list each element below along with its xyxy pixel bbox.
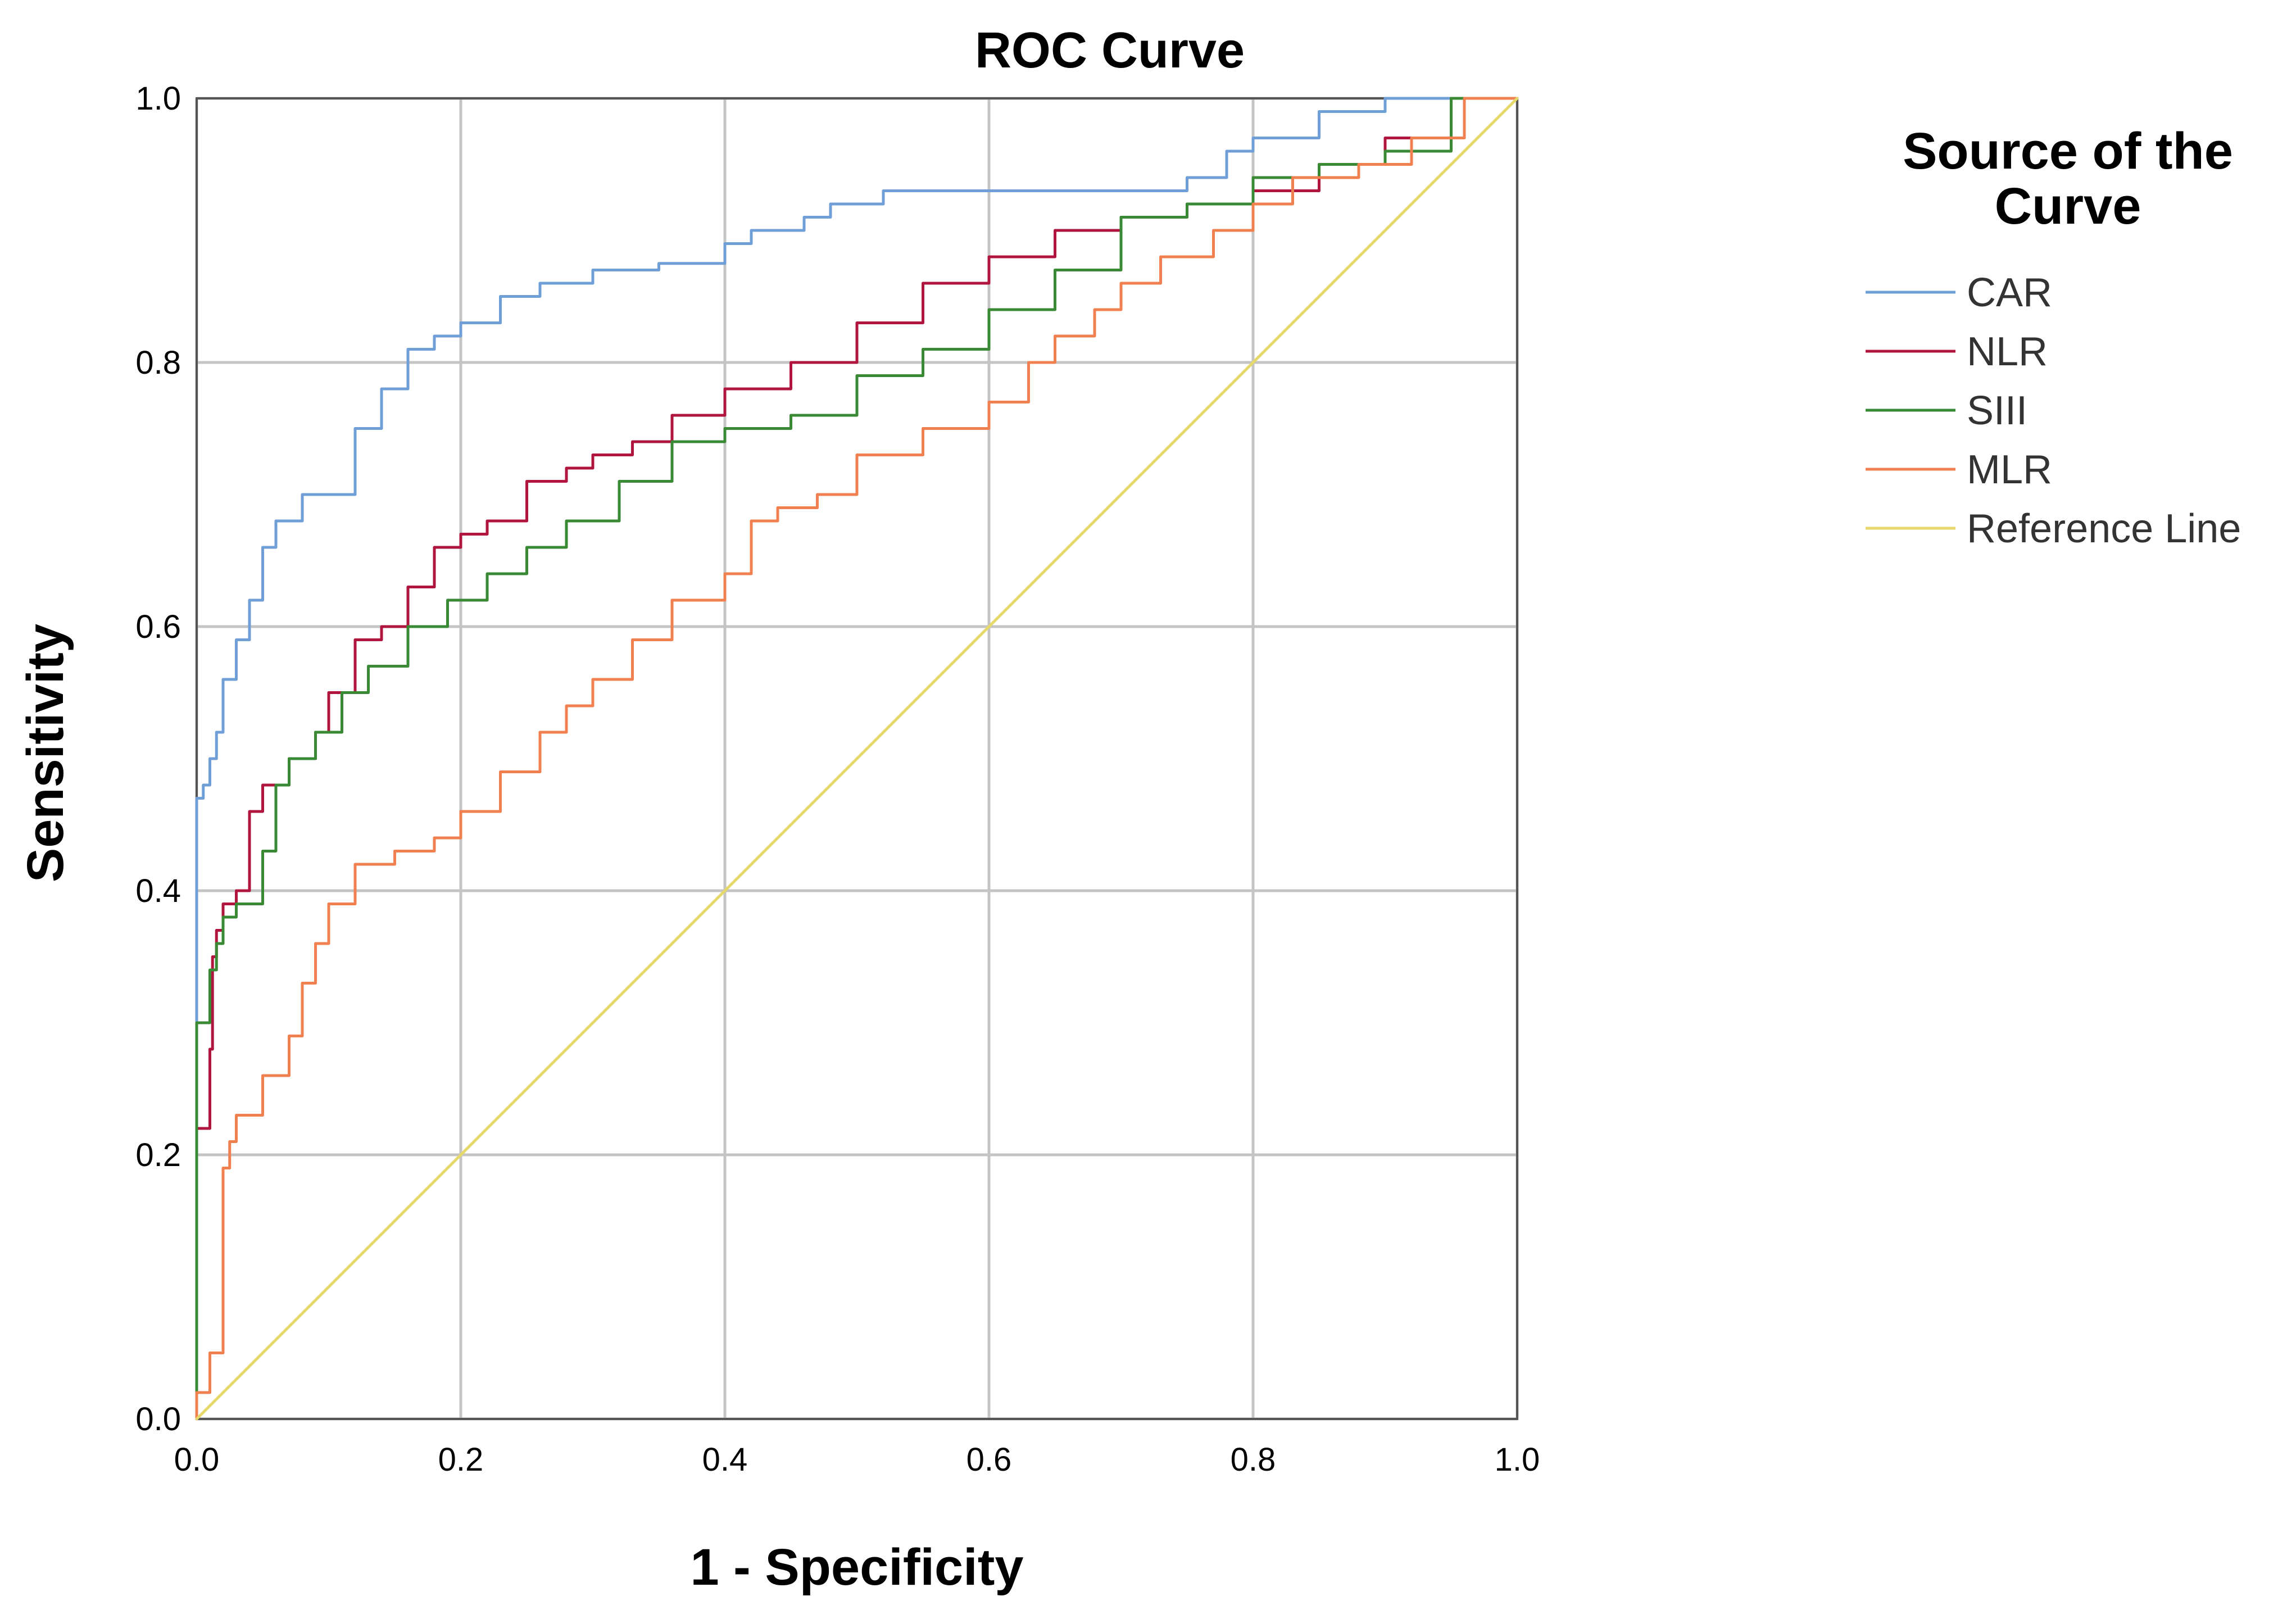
x-tick-label: 0.6	[967, 1441, 1012, 1478]
y-tick-label: 0.4	[135, 873, 181, 909]
legend-items: CAR NLR SIII MLR Reference Line	[1866, 270, 2241, 551]
plot-frame	[196, 97, 1518, 1420]
y-tick-label: 0.2	[135, 1137, 181, 1173]
x-tick-label: 0.8	[1231, 1441, 1276, 1478]
series-line-mlr	[195, 97, 1519, 1421]
series-layer	[195, 97, 1519, 1421]
y-tick-label: 0.8	[135, 344, 181, 381]
legend-title-line-2: Curve	[1995, 178, 2141, 235]
y-axis-title: Sensitivity	[17, 624, 74, 882]
x-axis-title: 1 - Specificity	[690, 1539, 1023, 1596]
y-tick-labels: 0.0 0.2 0.4 0.6 0.8 1.0	[135, 80, 181, 1437]
legend: Source of the Curve CAR NLR SIII MLR Referen…	[1866, 123, 2241, 551]
chart-title: ROC Curve	[975, 22, 1245, 79]
legend-label-reference-line: Reference Line	[1967, 506, 2241, 551]
series-line-siii	[195, 97, 1519, 1421]
x-tick-label: 1.0	[1495, 1441, 1540, 1478]
y-tick-label: 1.0	[135, 80, 181, 117]
x-tick-label: 0.2	[438, 1441, 484, 1478]
legend-label-nlr: NLR	[1967, 329, 2048, 374]
y-tick-label: 0.0	[135, 1401, 181, 1437]
legend-title-line-1: Source of the	[1903, 123, 2233, 180]
x-tick-label: 0.4	[702, 1441, 748, 1478]
series-line-reference-line	[195, 97, 1519, 1421]
y-tick-label: 0.6	[135, 609, 181, 645]
x-tick-labels: 0.0 0.2 0.4 0.6 0.8 1.0	[174, 1441, 1540, 1478]
legend-label-siii: SIII	[1967, 388, 2027, 433]
legend-label-mlr: MLR	[1967, 447, 2052, 492]
series-line-car	[195, 97, 1519, 1421]
legend-label-car: CAR	[1967, 270, 2052, 315]
x-tick-label: 0.0	[174, 1441, 220, 1478]
